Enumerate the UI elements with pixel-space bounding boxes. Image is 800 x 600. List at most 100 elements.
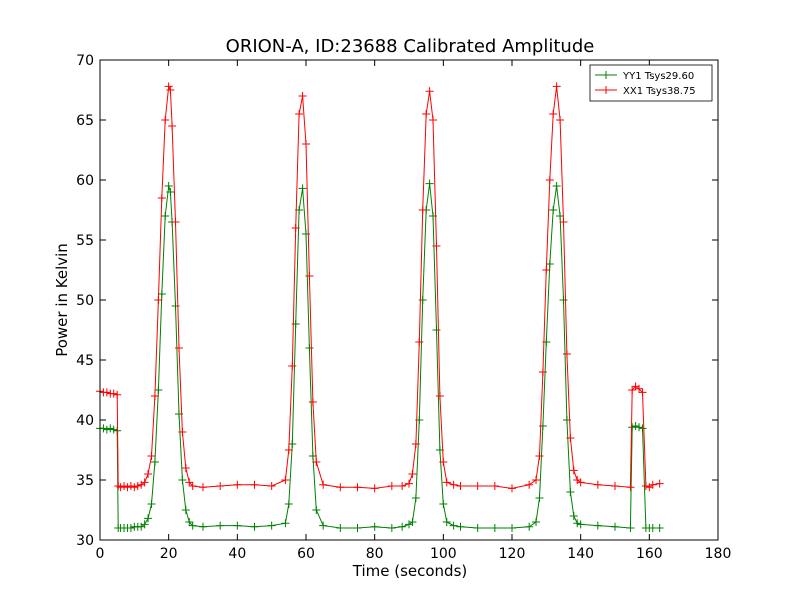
data-point (569, 512, 578, 520)
y-tick-label: 70 (76, 53, 94, 69)
data-point (216, 521, 225, 530)
data-point (130, 483, 139, 492)
data-point (456, 522, 465, 531)
data-point (116, 483, 125, 492)
data-point (370, 484, 379, 493)
data-point (439, 500, 448, 508)
x-tick-label: 100 (430, 546, 457, 562)
data-point (157, 194, 166, 202)
data-point (166, 86, 175, 94)
data-point (267, 521, 276, 530)
chart-title: ORION-A, ID:23688 Calibrated Amplitude (226, 36, 595, 57)
data-point (298, 184, 307, 193)
data-point (626, 524, 635, 532)
y-tick-label: 30 (76, 533, 94, 549)
data-point (473, 524, 482, 532)
data-point (432, 242, 441, 250)
data-point (405, 479, 413, 488)
data-point (635, 423, 644, 432)
data-point (559, 296, 568, 304)
data-point (425, 179, 434, 188)
data-point (628, 423, 637, 432)
data-point (535, 494, 544, 502)
data-point (250, 522, 259, 531)
data-point (199, 483, 207, 492)
data-point (545, 260, 554, 268)
y-tick-label: 65 (76, 113, 94, 129)
data-point (123, 483, 132, 492)
data-point (641, 482, 650, 490)
y-axis-label: Power in Kelvin (53, 243, 71, 357)
legend-marker (602, 71, 610, 79)
data-point (312, 506, 321, 514)
legend: YY1 Tsys29.60 XX1 Tsys38.75 (589, 64, 713, 102)
legend-label: YY1 Tsys29.60 (622, 71, 694, 82)
data-point (425, 87, 434, 96)
data-point (611, 522, 619, 531)
data-point (411, 494, 420, 502)
data-point (408, 518, 417, 526)
data-point (535, 452, 544, 460)
data-point (126, 482, 135, 490)
data-point (199, 522, 207, 531)
legend-entry: XX1 Tsys38.75 (595, 86, 696, 97)
x-tick-label: 180 (705, 546, 732, 562)
data-point (398, 482, 407, 490)
data-point (181, 506, 190, 514)
x-tick-label: 40 (228, 546, 246, 562)
data-point (181, 464, 190, 472)
data-point (106, 424, 115, 433)
y-axis: 30 35 40 45 50 55 60 65 70 (76, 53, 718, 549)
data-point (573, 519, 582, 528)
data-point (140, 520, 149, 529)
data-point (525, 522, 534, 531)
data-point (178, 476, 187, 484)
data-point (161, 212, 170, 220)
data-point (411, 440, 420, 448)
data-point (168, 122, 177, 130)
data-point (295, 110, 304, 118)
data-point (216, 482, 225, 490)
data-point (655, 524, 664, 532)
y-tick-label: 60 (76, 173, 94, 189)
data-point (319, 480, 328, 489)
data-point (435, 392, 444, 400)
data-point (593, 480, 602, 489)
data-point (164, 82, 173, 91)
data-point (442, 518, 451, 526)
data-point (525, 480, 534, 489)
data-point (284, 500, 293, 508)
data-point (102, 388, 111, 397)
y-tick-label: 40 (76, 413, 94, 429)
data-point (281, 519, 290, 528)
x-tick-label: 140 (567, 546, 594, 562)
data-point (439, 458, 448, 466)
data-point (442, 478, 451, 487)
data-point (188, 521, 197, 530)
data-point (648, 480, 657, 489)
data-point (635, 384, 644, 393)
data-point (308, 398, 317, 406)
data-point (319, 521, 328, 530)
data-point (549, 110, 558, 118)
data-point (102, 425, 111, 434)
data-point (140, 478, 149, 487)
data-point (631, 422, 640, 430)
data-point (449, 521, 458, 530)
data-point (120, 482, 129, 490)
data-point (298, 92, 307, 100)
x-tick-label: 0 (96, 546, 105, 562)
data-point (144, 470, 153, 478)
data-point (302, 140, 310, 148)
data-point (305, 272, 314, 280)
data-point (655, 479, 664, 488)
data-point (291, 224, 300, 232)
data-point (336, 483, 345, 492)
data-point (353, 483, 362, 492)
data-point (562, 350, 571, 358)
data-point (171, 218, 180, 226)
data-point (538, 368, 547, 376)
x-tick-label: 20 (160, 546, 178, 562)
legend-marker (602, 86, 610, 94)
data-point (545, 176, 554, 184)
